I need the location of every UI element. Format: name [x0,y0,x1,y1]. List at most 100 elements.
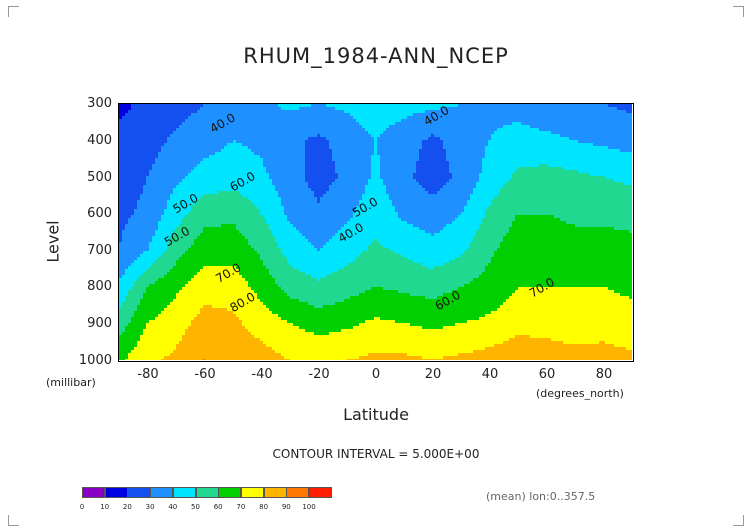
heatmap-cell [380,104,384,108]
heatmap-cell [176,119,180,123]
heatmap-cell [539,110,543,114]
heatmap-cell [194,104,198,108]
heatmap-cell [356,119,360,123]
heatmap-cell [242,104,246,108]
heatmap-cell [242,119,246,123]
heatmap-cell [341,113,345,117]
heatmap-cell [569,113,573,117]
heatmap-cell [299,113,303,117]
heatmap-cell [305,110,309,114]
heatmap-cell [572,113,576,117]
heatmap-cell [296,113,300,117]
heatmap-cell [278,116,282,120]
heatmap-cell [140,116,144,120]
heatmap-cell [131,116,135,120]
heatmap-cell [515,113,519,117]
heatmap-cell [503,104,507,108]
heatmap-cell [302,104,306,108]
heatmap-cell [422,104,426,108]
heatmap-cell [473,107,477,111]
heatmap-cell [287,119,291,123]
heatmap-cell [314,107,318,111]
heatmap-cell [269,116,273,120]
heatmap-cell [434,110,438,114]
heatmap-cell [383,110,387,114]
heatmap-cell [395,104,399,108]
heatmap-cell [197,110,201,114]
heatmap-cell [311,104,315,108]
heatmap-cell [230,113,234,117]
heatmap-cell [389,119,393,123]
heatmap-cell [137,107,141,111]
heatmap-cell [236,107,240,111]
heatmap-cell [575,116,579,120]
heatmap-cell [179,113,183,117]
heatmap-cell [185,113,189,117]
heatmap-cell [212,104,216,108]
heatmap-cell [482,113,486,117]
heatmap-cell [227,119,231,123]
heatmap-cell [626,107,630,111]
heatmap-cell [356,116,360,120]
chart-title: RHUM_1984-ANN_NCEP [243,44,509,68]
heatmap-cell [599,107,603,111]
heatmap-cell [299,116,303,120]
heatmap-cell [326,119,330,123]
heatmap-cell [290,104,294,108]
heatmap-cell [164,107,168,111]
heatmap-cell [365,104,369,108]
heatmap-cell [611,110,615,114]
heatmap-cell [533,113,537,117]
heatmap-cell [584,107,588,111]
heatmap-cell [149,119,153,123]
heatmap-cell [224,104,228,108]
heatmap-cell [188,113,192,117]
heatmap-cell [230,116,234,120]
heatmap-cell [197,116,201,120]
heatmap-cell [404,110,408,114]
heatmap-cell [449,107,453,111]
heatmap-cell [134,113,138,117]
heatmap-cell [323,104,327,108]
heatmap-cell [347,119,351,123]
heatmap-cell [431,110,435,114]
heatmap-cell [440,110,444,114]
heatmap-cell [380,116,384,120]
heatmap-cell [221,116,225,120]
heatmap-cell [605,113,609,117]
heatmap-cell [134,119,138,123]
heatmap-cell [302,107,306,111]
heatmap-cell [419,113,423,117]
heatmap-cell [548,110,552,114]
heatmap-cell [182,113,186,117]
heatmap-cell [458,113,462,117]
heatmap-cell [314,116,318,120]
heatmap-cell [233,113,237,117]
heatmap-cell [620,113,624,117]
heatmap-cell [491,107,495,111]
heatmap-cell [209,116,213,120]
heatmap-cell [221,104,225,108]
heatmap-cell [374,107,378,111]
heatmap-cell [536,113,540,117]
heatmap-cell [440,116,444,120]
heatmap-cell [284,116,288,120]
heatmap-cell [554,104,558,108]
heatmap-cell [269,107,273,111]
heatmap-cell [239,113,243,117]
heatmap-cell [608,116,612,120]
heatmap-cell [404,104,408,108]
heatmap-cell [398,104,402,108]
heatmap-cell [323,116,327,120]
heatmap-cell [440,107,444,111]
heatmap-cell [440,113,444,117]
heatmap-cell [209,107,213,111]
heatmap-cell [248,104,252,108]
heatmap-cell [356,113,360,117]
heatmap-cell [530,116,534,120]
heatmap-cell [260,104,264,108]
heatmap-cell [164,119,168,123]
heatmap-cell [158,110,162,114]
heatmap-cell [425,110,429,114]
heatmap-cell [446,107,450,111]
